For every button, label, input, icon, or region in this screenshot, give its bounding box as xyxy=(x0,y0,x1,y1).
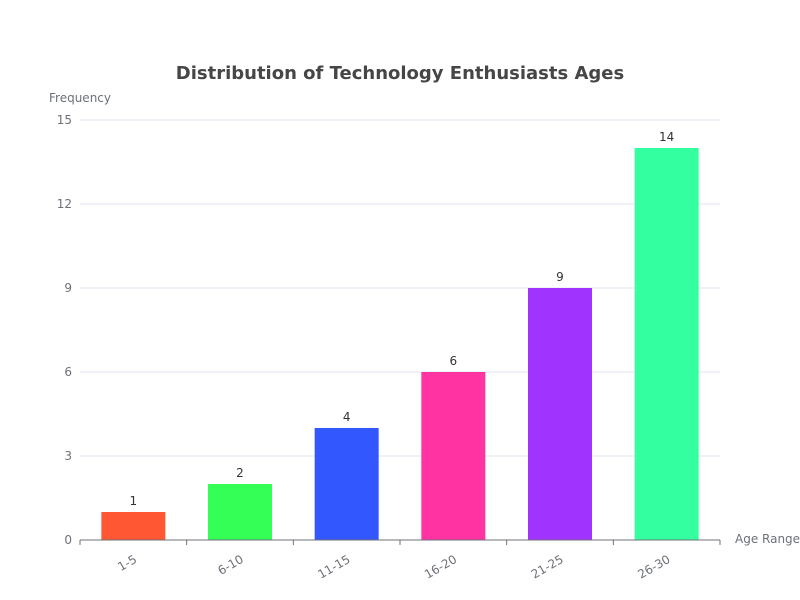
x-tick-label: 1-5 xyxy=(115,552,139,574)
bars xyxy=(101,148,699,540)
x-axis xyxy=(79,539,721,545)
x-tick-label: 21-25 xyxy=(529,552,566,582)
y-tick-label: 15 xyxy=(57,113,72,127)
bar-16-20[interactable] xyxy=(421,372,486,540)
y-tick-label: 12 xyxy=(57,197,72,211)
x-tick-label: 11-15 xyxy=(315,552,352,582)
x-tick-label: 26-30 xyxy=(635,552,672,582)
data-label: 14 xyxy=(659,130,674,144)
data-label: 6 xyxy=(450,354,458,368)
bar-6-10[interactable] xyxy=(208,484,272,540)
x-tick-label: 6-10 xyxy=(215,552,246,578)
x-axis-label: Age Range xyxy=(735,532,800,546)
bar-1-5[interactable] xyxy=(101,512,166,540)
bar-26-30[interactable] xyxy=(634,148,699,540)
y-tick-label: 9 xyxy=(64,281,72,295)
data-label: 4 xyxy=(343,410,351,424)
data-label: 9 xyxy=(556,270,564,284)
x-tick-label: 16-20 xyxy=(422,552,459,582)
chart-title: Distribution of Technology Enthusiasts A… xyxy=(176,63,624,84)
bar-21-25[interactable] xyxy=(528,288,592,540)
grid xyxy=(80,119,720,457)
y-axis-label: Frequency xyxy=(49,91,111,105)
y-tick-label: 0 xyxy=(64,533,72,547)
bar-11-15[interactable] xyxy=(314,428,379,540)
y-tick-label: 3 xyxy=(64,449,72,463)
data-label: 2 xyxy=(236,466,244,480)
data-label: 1 xyxy=(130,494,138,508)
y-tick-label: 6 xyxy=(64,365,72,379)
